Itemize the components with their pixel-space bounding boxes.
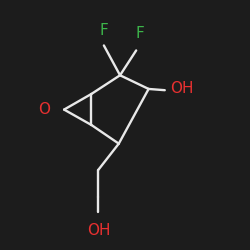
Text: F: F <box>100 23 108 38</box>
Text: OH: OH <box>170 82 193 96</box>
Text: OH: OH <box>87 223 110 238</box>
Text: O: O <box>38 102 50 117</box>
Text: F: F <box>135 26 144 42</box>
